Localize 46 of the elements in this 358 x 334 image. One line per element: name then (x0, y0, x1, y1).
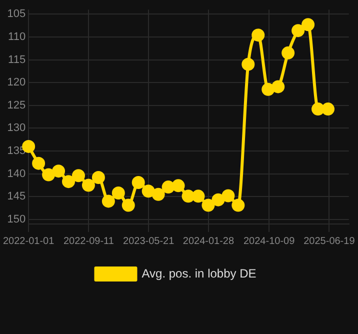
point (62, 175, 75, 188)
point (222, 189, 235, 202)
y-tick-label: 110 (8, 31, 26, 43)
x-tick-label: 2022-01-01 (3, 236, 55, 247)
point (72, 169, 85, 182)
y-tick-label: 115 (8, 54, 26, 66)
point (82, 178, 95, 192)
point (132, 176, 145, 189)
point (282, 46, 295, 60)
y-tick-label: 130 (7, 122, 26, 134)
y-tick-label: 150 (7, 213, 26, 226)
point (242, 58, 255, 71)
point (182, 190, 195, 203)
point (232, 198, 245, 212)
legend-label: Avg. pos. in lobby DE (142, 266, 256, 280)
point (152, 188, 165, 201)
point (122, 198, 135, 212)
point (212, 193, 225, 206)
point (292, 24, 305, 38)
point (112, 186, 125, 200)
y-tick-label: 140 (7, 168, 26, 180)
point (162, 180, 175, 194)
y-tick-label: 125 (7, 99, 26, 112)
point (312, 102, 325, 116)
point (32, 156, 46, 170)
point (272, 80, 285, 94)
point (172, 179, 185, 192)
point (252, 28, 265, 42)
point (52, 164, 66, 178)
point (202, 198, 215, 212)
x-tick-label: 2024-10-09 (243, 236, 296, 247)
point (322, 102, 335, 116)
x-tick-label: 2022-09-11 (63, 236, 114, 247)
x-tick-label: 2023-05-21 (123, 236, 175, 247)
point (42, 168, 56, 182)
y-tick-label: 145 (7, 190, 26, 203)
point (142, 184, 155, 198)
y-tick-label: 120 (7, 76, 26, 89)
point (262, 82, 275, 96)
point (192, 190, 205, 203)
point (102, 194, 115, 208)
x-tick-label: 2025-06-19 (304, 236, 356, 247)
y-tick-label: 105 (7, 8, 26, 20)
point (92, 170, 105, 184)
x-tick-label: 2024-01-28 (182, 236, 234, 247)
point (302, 18, 315, 32)
